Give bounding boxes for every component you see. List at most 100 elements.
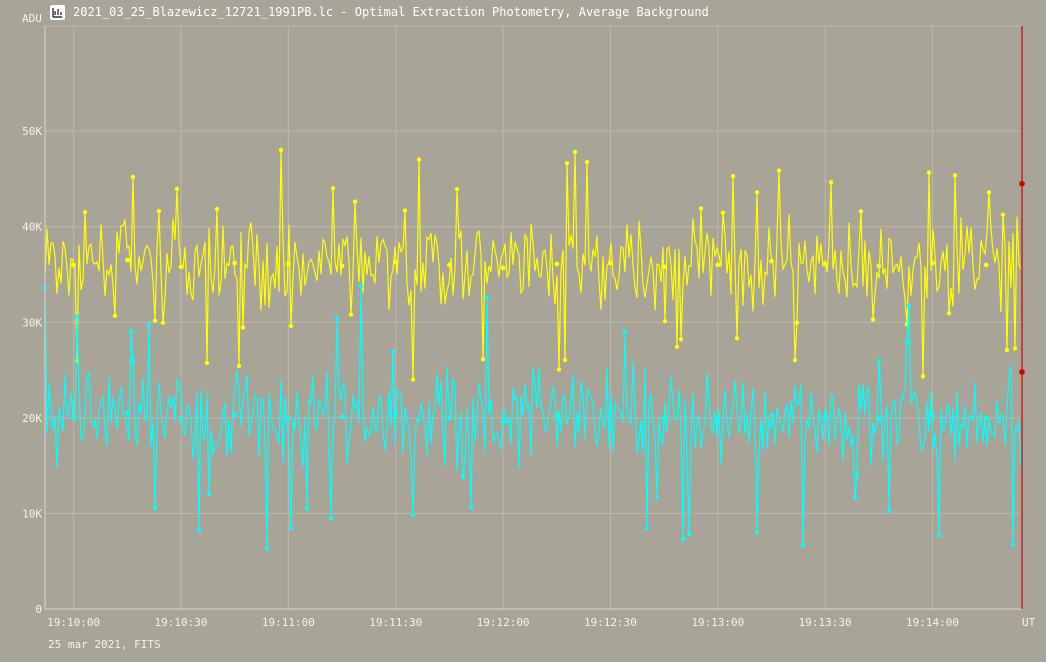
series-2-data-point — [822, 414, 828, 420]
y-tick-label: 10K — [22, 507, 42, 520]
x-tick-label: 19:11:00 — [262, 616, 315, 629]
series-2-point — [906, 303, 912, 309]
series-2-point — [74, 314, 80, 319]
window-title: 2021_03_25_Blazewicz_12721_1991PB.lc - O… — [73, 5, 709, 19]
x-tick-label: 19:12:30 — [584, 616, 637, 629]
window-title-bar: 2021_03_25_Blazewicz_12721_1991PB.lc - O… — [50, 3, 709, 21]
series-1-point — [330, 186, 336, 191]
series-1-point — [1000, 212, 1006, 217]
series-1-point — [792, 357, 798, 363]
series-2-data-point — [983, 415, 989, 421]
series-1-point — [572, 149, 578, 155]
series-1-data-point — [285, 261, 291, 267]
x-tick-label: 19:14:00 — [906, 616, 959, 629]
series-1-point — [410, 377, 416, 382]
series-1-point — [556, 367, 562, 372]
series-1-point — [584, 159, 590, 165]
series-1-point — [920, 374, 926, 379]
y-tick-label: 50K — [22, 125, 42, 138]
series-2-data-point — [715, 417, 721, 423]
series-1-point — [794, 320, 800, 325]
series-2-point — [876, 358, 882, 364]
series-2-data-point — [285, 416, 291, 422]
series-1-data-point — [769, 258, 774, 264]
time-cursor[interactable] — [1019, 26, 1025, 609]
series-2-point — [654, 494, 660, 500]
series-2-point — [264, 546, 270, 551]
series-2-point — [904, 339, 910, 345]
series-2-point — [854, 472, 860, 478]
series-1 — [44, 147, 1022, 382]
series-2-point — [328, 515, 334, 521]
series-1-point — [352, 199, 358, 204]
series-2-data-point — [124, 410, 130, 416]
chart-axes: 0 10K 20K 30K 40K 50K 19:10:00 19:10:30 19:11:00… — [22, 12, 1036, 629]
chart-window-icon[interactable] — [50, 4, 65, 20]
series-1-point — [946, 311, 952, 316]
series-1-line — [44, 149, 1022, 380]
series-2 — [42, 283, 1022, 551]
series-1-point — [152, 318, 158, 323]
series-1-point — [698, 206, 704, 211]
series-2-point — [206, 491, 212, 497]
series-2-point — [622, 329, 628, 335]
series-1-point — [952, 173, 958, 178]
series-2-point — [800, 543, 806, 548]
series-1-point — [858, 209, 864, 214]
series-1-point — [240, 325, 246, 330]
series-2-point — [304, 506, 310, 511]
series-1-point — [130, 174, 136, 180]
series-2-point — [484, 295, 490, 300]
series-1-point — [204, 360, 210, 366]
series-2-point — [686, 531, 692, 537]
time-cursor-mark — [1019, 369, 1025, 375]
series-2-data-point — [446, 415, 452, 421]
series-1-data-point — [715, 262, 721, 268]
series-2-point — [754, 529, 760, 534]
series-2-point — [288, 525, 294, 531]
series-1-data-point — [661, 264, 667, 270]
series-1-point — [156, 209, 162, 214]
series-2-point — [644, 526, 650, 531]
series-1-data-point — [554, 261, 560, 267]
series-1-point — [776, 168, 782, 173]
chart-series-layer — [42, 147, 1022, 551]
series-1-data-point — [983, 262, 989, 268]
series-1-point — [174, 186, 180, 192]
series-2-point — [468, 504, 474, 510]
x-tick-label: 19:10:00 — [47, 616, 100, 629]
series-1-data-point — [339, 263, 345, 269]
series-1-data-point — [500, 265, 506, 271]
series-1-point — [754, 190, 760, 195]
x-tick-label: 19:13:30 — [799, 616, 852, 629]
series-2-point — [410, 512, 416, 518]
y-tick-label: 40K — [22, 221, 42, 234]
series-1-point — [870, 317, 876, 322]
series-1-data-point — [124, 257, 130, 263]
series-2-data-point — [232, 412, 238, 418]
series-2-data-point — [608, 409, 613, 415]
series-1-data-point — [393, 259, 399, 265]
series-2-point — [130, 358, 136, 363]
series-2-point — [852, 495, 858, 500]
time-cursor-mark — [1019, 180, 1025, 187]
series-1-point — [720, 210, 726, 215]
series-1-point — [562, 357, 568, 363]
series-1-point — [662, 318, 668, 324]
y-tick-label: 0 — [35, 603, 42, 616]
series-2-point — [128, 329, 134, 334]
chart-grid — [45, 25, 1022, 610]
series-1-point — [416, 157, 422, 162]
x-axis-label: UT — [1022, 616, 1036, 629]
series-2-point — [152, 505, 158, 510]
series-2-point — [680, 536, 686, 542]
series-2-point — [460, 474, 466, 479]
series-1-data-point — [232, 260, 238, 266]
x-tick-label: 19:10:30 — [155, 616, 208, 629]
series-1-point — [112, 313, 118, 319]
series-1-point — [278, 147, 284, 153]
series-1-point — [674, 344, 680, 350]
series-2-data-point — [930, 413, 935, 419]
series-1-point — [828, 180, 834, 185]
